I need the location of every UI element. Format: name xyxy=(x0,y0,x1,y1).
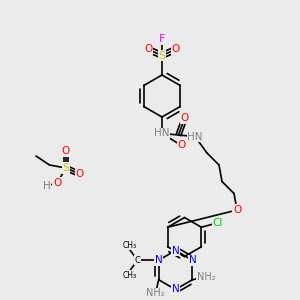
Text: F: F xyxy=(159,34,165,44)
Text: H: H xyxy=(43,181,50,191)
Text: S: S xyxy=(158,50,166,61)
Text: O: O xyxy=(180,113,189,124)
Text: HN: HN xyxy=(187,131,203,142)
Text: NH₂: NH₂ xyxy=(146,288,165,298)
Text: N: N xyxy=(172,284,179,295)
Text: NH₂: NH₂ xyxy=(196,272,215,282)
Text: O: O xyxy=(75,169,84,179)
Text: O: O xyxy=(53,178,61,188)
Text: N: N xyxy=(172,245,179,256)
Text: CH₃: CH₃ xyxy=(123,241,137,250)
Text: N: N xyxy=(188,255,196,265)
Text: O: O xyxy=(233,205,241,215)
Text: C: C xyxy=(135,256,141,265)
Text: Cl: Cl xyxy=(213,218,223,228)
Text: N: N xyxy=(155,255,163,265)
Text: O: O xyxy=(171,44,180,55)
Text: O: O xyxy=(177,140,186,151)
Text: HN: HN xyxy=(154,128,170,139)
Text: CH₃: CH₃ xyxy=(123,271,137,280)
Text: O: O xyxy=(144,44,153,55)
Text: O: O xyxy=(62,146,70,157)
Text: S: S xyxy=(62,163,70,173)
